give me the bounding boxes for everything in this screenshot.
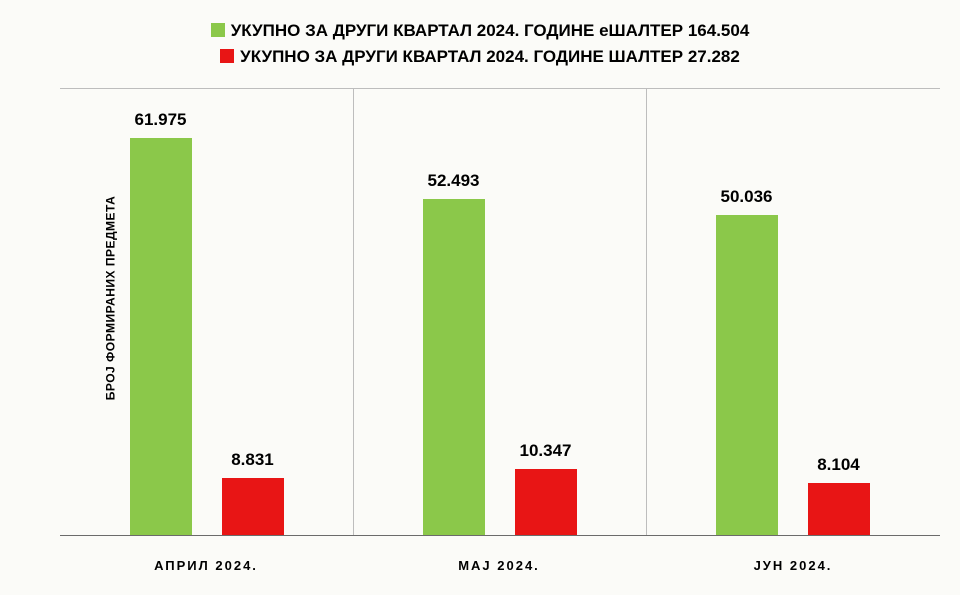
legend-text-a: УКУПНО ЗА ДРУГИ КВАРТАЛ 2024. ГОДИНЕ еША… <box>231 21 750 40</box>
bar-label-b-2: 8.104 <box>779 455 899 475</box>
bar-b-0 <box>222 478 284 535</box>
bar-label-a-0: 61.975 <box>101 110 221 130</box>
x-tick-1: МАЈ 2024. <box>458 558 540 573</box>
bar-b-1 <box>515 469 577 535</box>
plot-area: 61.975 8.831 52.493 10.347 50.036 8.104 <box>60 88 940 536</box>
legend-row-b: УКУПНО ЗА ДРУГИ КВАРТАЛ 2024. ГОДИНЕ ШАЛ… <box>0 44 960 70</box>
legend-swatch-a <box>211 23 225 37</box>
bar-label-b-1: 10.347 <box>486 441 606 461</box>
legend: УКУПНО ЗА ДРУГИ КВАРТАЛ 2024. ГОДИНЕ еША… <box>0 18 960 70</box>
x-tick-2: ЈУН 2024. <box>754 558 833 573</box>
chart-container: УКУПНО ЗА ДРУГИ КВАРТАЛ 2024. ГОДИНЕ еША… <box>0 0 960 595</box>
legend-swatch-b <box>220 49 234 63</box>
legend-text-b: УКУПНО ЗА ДРУГИ КВАРТАЛ 2024. ГОДИНЕ ШАЛ… <box>240 47 740 66</box>
bar-label-b-0: 8.831 <box>193 450 313 470</box>
bar-label-a-2: 50.036 <box>687 187 807 207</box>
bar-b-2 <box>808 483 870 535</box>
panel-1: 52.493 10.347 <box>353 89 646 535</box>
bar-a-0 <box>130 138 192 535</box>
panel-0: 61.975 8.831 <box>60 89 353 535</box>
bar-a-1 <box>423 199 485 535</box>
legend-row-a: УКУПНО ЗА ДРУГИ КВАРТАЛ 2024. ГОДИНЕ еША… <box>0 18 960 44</box>
panel-2: 50.036 8.104 <box>646 89 940 535</box>
x-tick-0: АПРИЛ 2024. <box>154 558 258 573</box>
bar-a-2 <box>716 215 778 535</box>
bar-label-a-1: 52.493 <box>394 171 514 191</box>
